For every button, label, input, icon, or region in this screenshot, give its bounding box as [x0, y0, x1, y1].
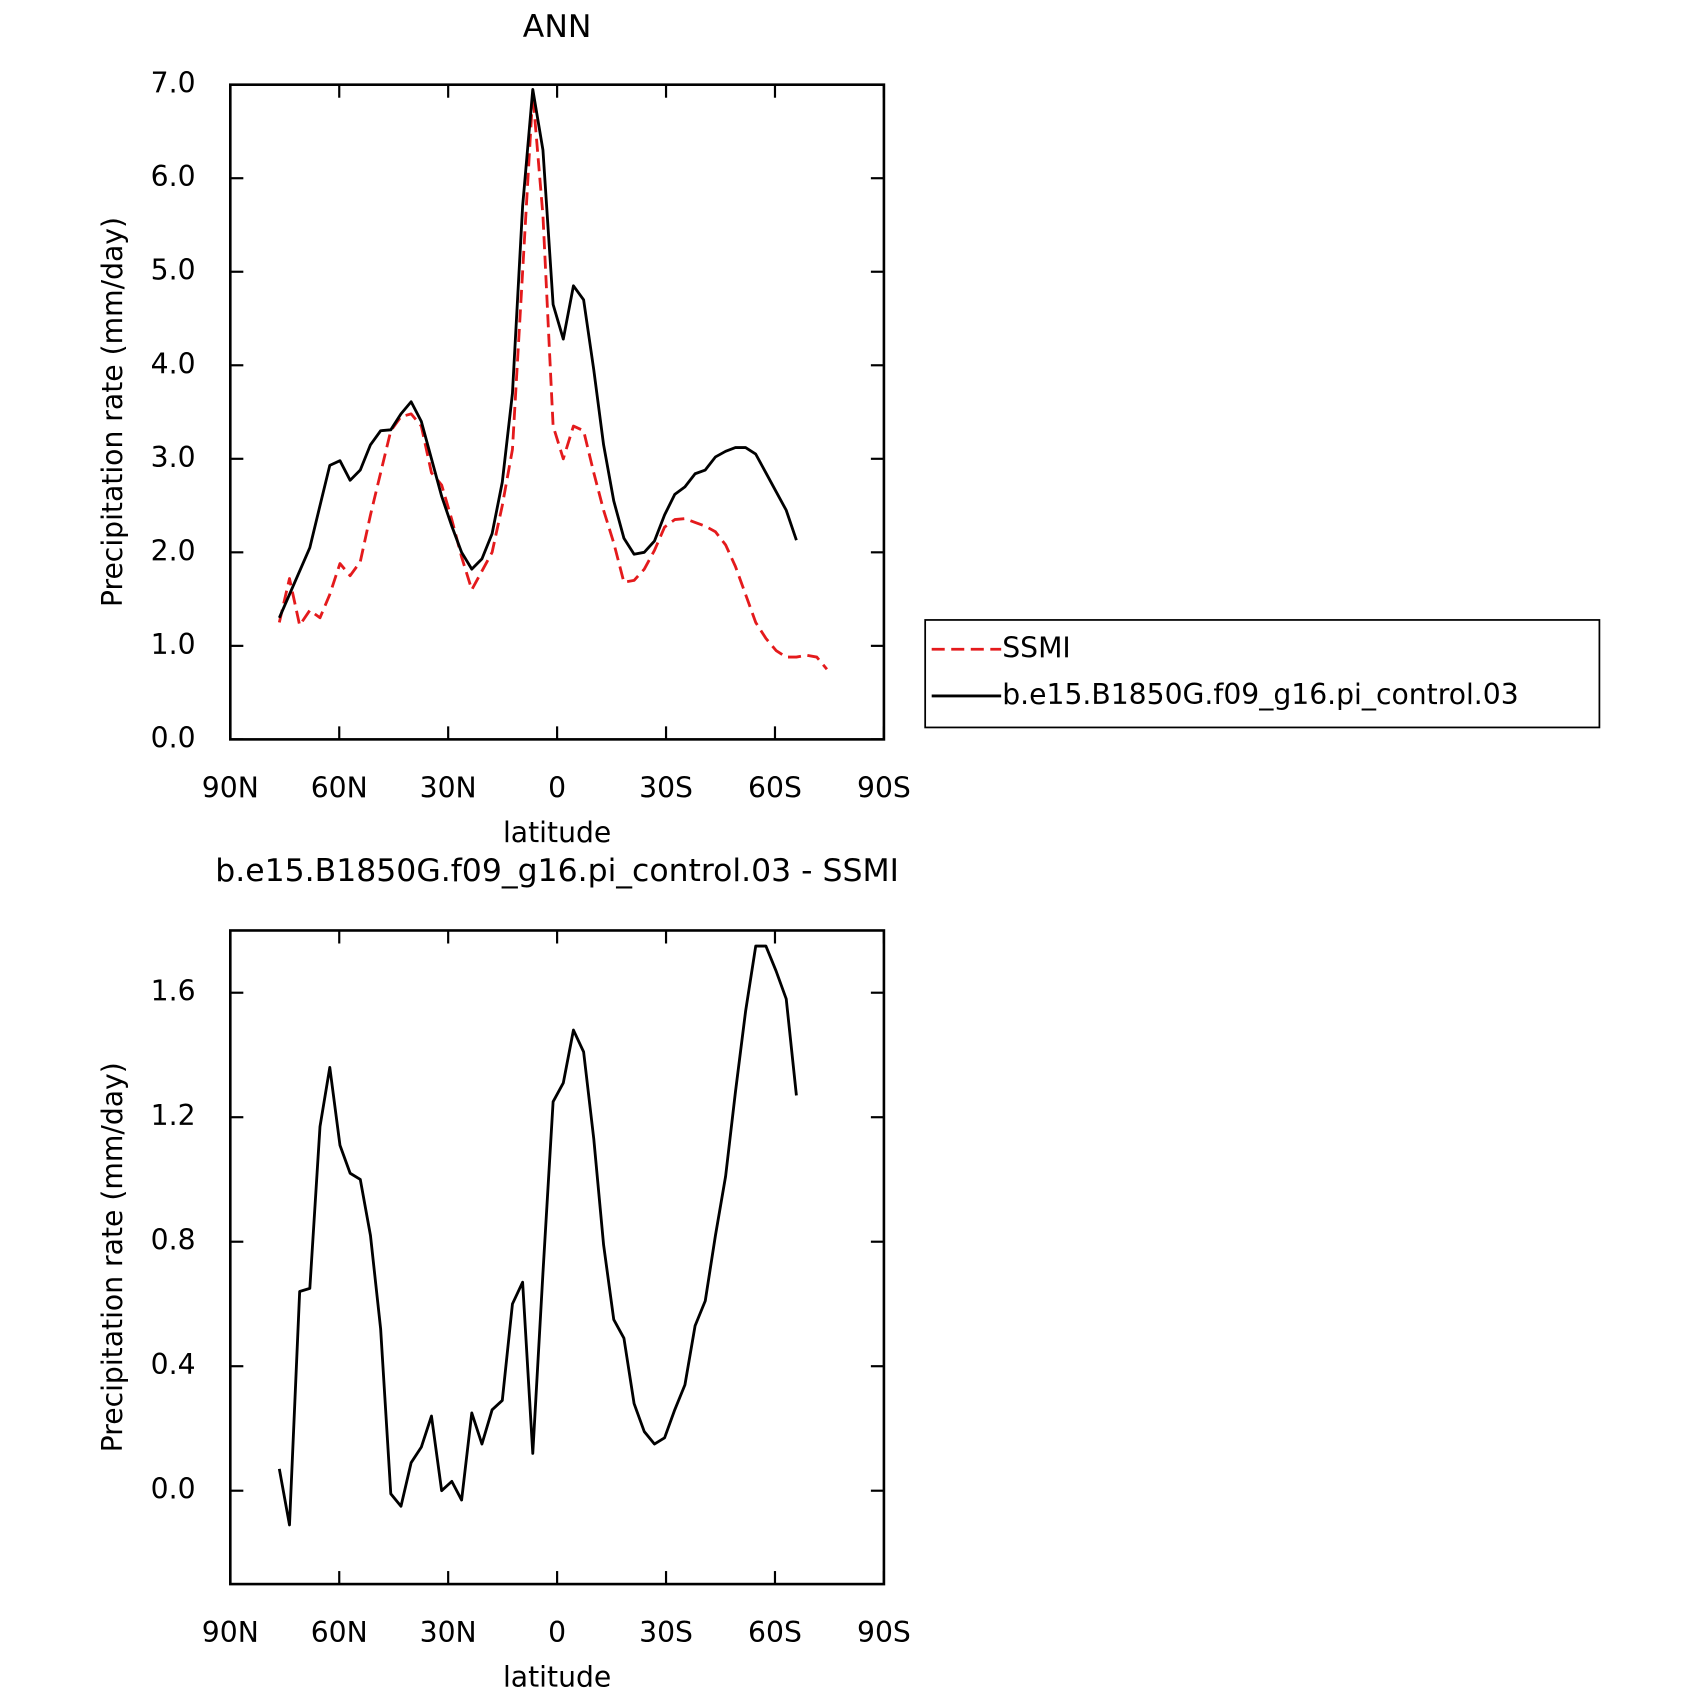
legend-label: SSMI	[1002, 631, 1071, 664]
x-tick-label: 30S	[639, 771, 693, 804]
x-tick-label: 0	[548, 771, 566, 804]
data-line	[278, 87, 798, 619]
x-tick-label: 90N	[202, 1616, 259, 1649]
y-tick-label: 0.0	[151, 721, 196, 754]
x-tick-label: 90N	[202, 771, 259, 804]
plot-frame	[229, 929, 886, 1586]
legend-label: b.e15.B1850G.f09_g16.pi_control.03	[1002, 678, 1518, 711]
y-tick-label: 4.0	[151, 347, 196, 380]
x-axis-label: latitude	[503, 1661, 611, 1694]
y-tick-label: 2.0	[151, 534, 196, 567]
y-tick-label: 0.0	[151, 1473, 196, 1506]
chart-title: b.e15.B1850G.f09_g16.pi_control.03 - SSM…	[215, 853, 899, 889]
y-tick-label: 1.2	[151, 1099, 196, 1132]
data-line	[277, 944, 798, 1527]
y-axis-label: Precipitation rate (mm/day)	[96, 217, 129, 607]
x-tick-label: 90S	[857, 771, 911, 804]
data-line	[277, 92, 828, 671]
y-tick-label: 7.0	[151, 67, 196, 100]
y-tick-label: 6.0	[151, 160, 196, 193]
x-tick-label: 90S	[857, 1616, 911, 1649]
x-tick-label: 0	[548, 1616, 566, 1649]
x-tick-label: 60S	[748, 1616, 802, 1649]
x-axis-label: latitude	[503, 816, 611, 849]
x-tick-label: 60N	[311, 1616, 368, 1649]
x-tick-label: 30N	[420, 1616, 477, 1649]
y-axis-label: Precipitation rate (mm/day)	[96, 1062, 129, 1452]
y-tick-label: 1.0	[151, 628, 196, 661]
y-tick-label: 0.8	[151, 1224, 196, 1257]
y-tick-label: 3.0	[151, 441, 196, 474]
x-tick-label: 60S	[748, 771, 802, 804]
y-tick-label: 5.0	[151, 254, 196, 287]
x-tick-label: 30N	[420, 771, 477, 804]
plot-frame	[229, 83, 886, 741]
y-tick-label: 0.4	[151, 1348, 196, 1381]
x-tick-label: 60N	[311, 771, 368, 804]
y-tick-label: 1.6	[151, 975, 196, 1008]
chart-title: ANN	[523, 9, 592, 45]
x-tick-label: 30S	[639, 1616, 693, 1649]
legend-box	[924, 619, 1601, 729]
